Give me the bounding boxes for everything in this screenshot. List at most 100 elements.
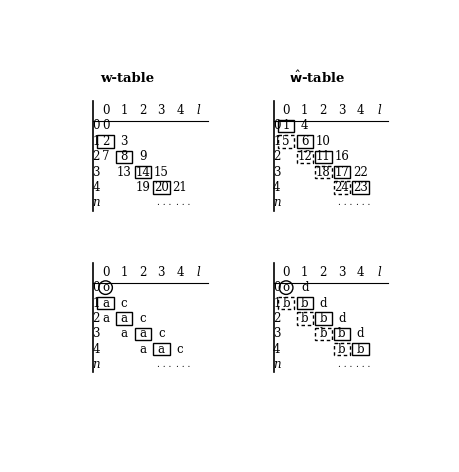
Bar: [296, 297, 312, 309]
Text: 8: 8: [120, 150, 128, 163]
Text: 2: 2: [273, 312, 280, 325]
Bar: [314, 328, 331, 340]
Text: . . .: . . .: [337, 198, 352, 207]
Text: w-table: w-table: [100, 72, 154, 84]
Text: 1: 1: [92, 296, 100, 310]
Text: 14: 14: [135, 166, 150, 178]
Text: b: b: [319, 328, 326, 340]
Text: 3: 3: [337, 266, 345, 279]
Bar: [352, 343, 368, 355]
Text: 9: 9: [139, 150, 146, 163]
Text: 4: 4: [300, 119, 308, 133]
Bar: [97, 135, 113, 147]
Text: 2: 2: [319, 266, 326, 279]
Text: l: l: [376, 104, 380, 117]
Text: c: c: [121, 296, 127, 310]
Text: 2: 2: [92, 312, 100, 325]
Text: 0: 0: [282, 266, 289, 279]
Text: 2: 2: [319, 104, 326, 117]
Text: $\hat{\mathbf{w}}$-table: $\hat{\mathbf{w}}$-table: [288, 70, 345, 86]
Text: b: b: [337, 328, 345, 340]
Bar: [314, 151, 331, 163]
Text: 3: 3: [157, 266, 165, 279]
Text: 4: 4: [176, 104, 183, 117]
Text: 2: 2: [273, 150, 280, 163]
Text: 6: 6: [300, 135, 308, 148]
Text: a: a: [102, 312, 109, 325]
Text: 13: 13: [117, 166, 131, 178]
Text: d: d: [319, 296, 326, 310]
Text: 3: 3: [157, 104, 165, 117]
Text: 19: 19: [135, 181, 150, 194]
Text: 1: 1: [300, 104, 308, 117]
Bar: [153, 181, 169, 194]
Bar: [333, 328, 349, 340]
Text: 4: 4: [92, 181, 100, 194]
Text: 10: 10: [315, 135, 330, 148]
Text: 1: 1: [273, 135, 280, 148]
Text: 1: 1: [300, 266, 308, 279]
Text: c: c: [158, 328, 164, 340]
Text: 20: 20: [154, 181, 168, 194]
Text: b: b: [337, 343, 345, 356]
Text: a: a: [102, 296, 109, 310]
Text: a: a: [139, 328, 146, 340]
Text: 2: 2: [139, 104, 146, 117]
Text: 2: 2: [139, 266, 146, 279]
Text: l: l: [196, 104, 200, 117]
Bar: [296, 135, 312, 147]
Text: d: d: [356, 328, 364, 340]
Text: b: b: [300, 296, 308, 310]
Text: 1: 1: [282, 119, 289, 133]
Text: 0: 0: [282, 104, 289, 117]
Text: 0: 0: [273, 281, 280, 294]
Text: 4: 4: [92, 343, 100, 356]
Bar: [333, 343, 349, 355]
Text: 3: 3: [92, 166, 100, 178]
Text: 15: 15: [154, 166, 168, 178]
Text: o: o: [102, 281, 109, 294]
Text: 3: 3: [120, 135, 128, 148]
Text: 4: 4: [176, 266, 183, 279]
Text: a: a: [120, 328, 128, 340]
Text: b: b: [319, 312, 326, 325]
Text: 16: 16: [334, 150, 348, 163]
Text: 1: 1: [92, 135, 100, 148]
Text: 4: 4: [356, 104, 364, 117]
Text: l: l: [376, 266, 380, 279]
Bar: [296, 312, 312, 325]
Text: b: b: [282, 296, 289, 310]
Text: c: c: [139, 312, 146, 325]
Text: d: d: [337, 312, 345, 325]
Text: 12: 12: [297, 150, 311, 163]
Text: 21: 21: [172, 181, 187, 194]
Text: 1: 1: [273, 296, 280, 310]
Text: . . .: . . .: [175, 198, 190, 207]
Bar: [333, 166, 349, 178]
Text: 22: 22: [353, 166, 367, 178]
Bar: [333, 181, 349, 194]
Text: 0: 0: [92, 119, 100, 133]
Text: a: a: [120, 312, 128, 325]
Text: 0: 0: [101, 104, 109, 117]
Bar: [116, 312, 132, 325]
Text: o: o: [282, 281, 289, 294]
Bar: [134, 328, 151, 340]
Text: b: b: [356, 343, 364, 356]
Text: 11: 11: [315, 150, 330, 163]
Bar: [153, 343, 169, 355]
Text: 4: 4: [273, 181, 280, 194]
Text: 3: 3: [337, 104, 345, 117]
Text: . . .: . . .: [157, 198, 171, 207]
Text: 1: 1: [120, 104, 128, 117]
Bar: [277, 135, 294, 147]
Bar: [296, 151, 312, 163]
Bar: [277, 297, 294, 309]
Text: . . .: . . .: [157, 360, 171, 369]
Text: . . .: . . .: [337, 360, 352, 369]
Text: 17: 17: [334, 166, 348, 178]
Text: d: d: [300, 281, 308, 294]
Text: 0: 0: [92, 281, 100, 294]
Bar: [352, 181, 368, 194]
Text: 7: 7: [101, 150, 109, 163]
